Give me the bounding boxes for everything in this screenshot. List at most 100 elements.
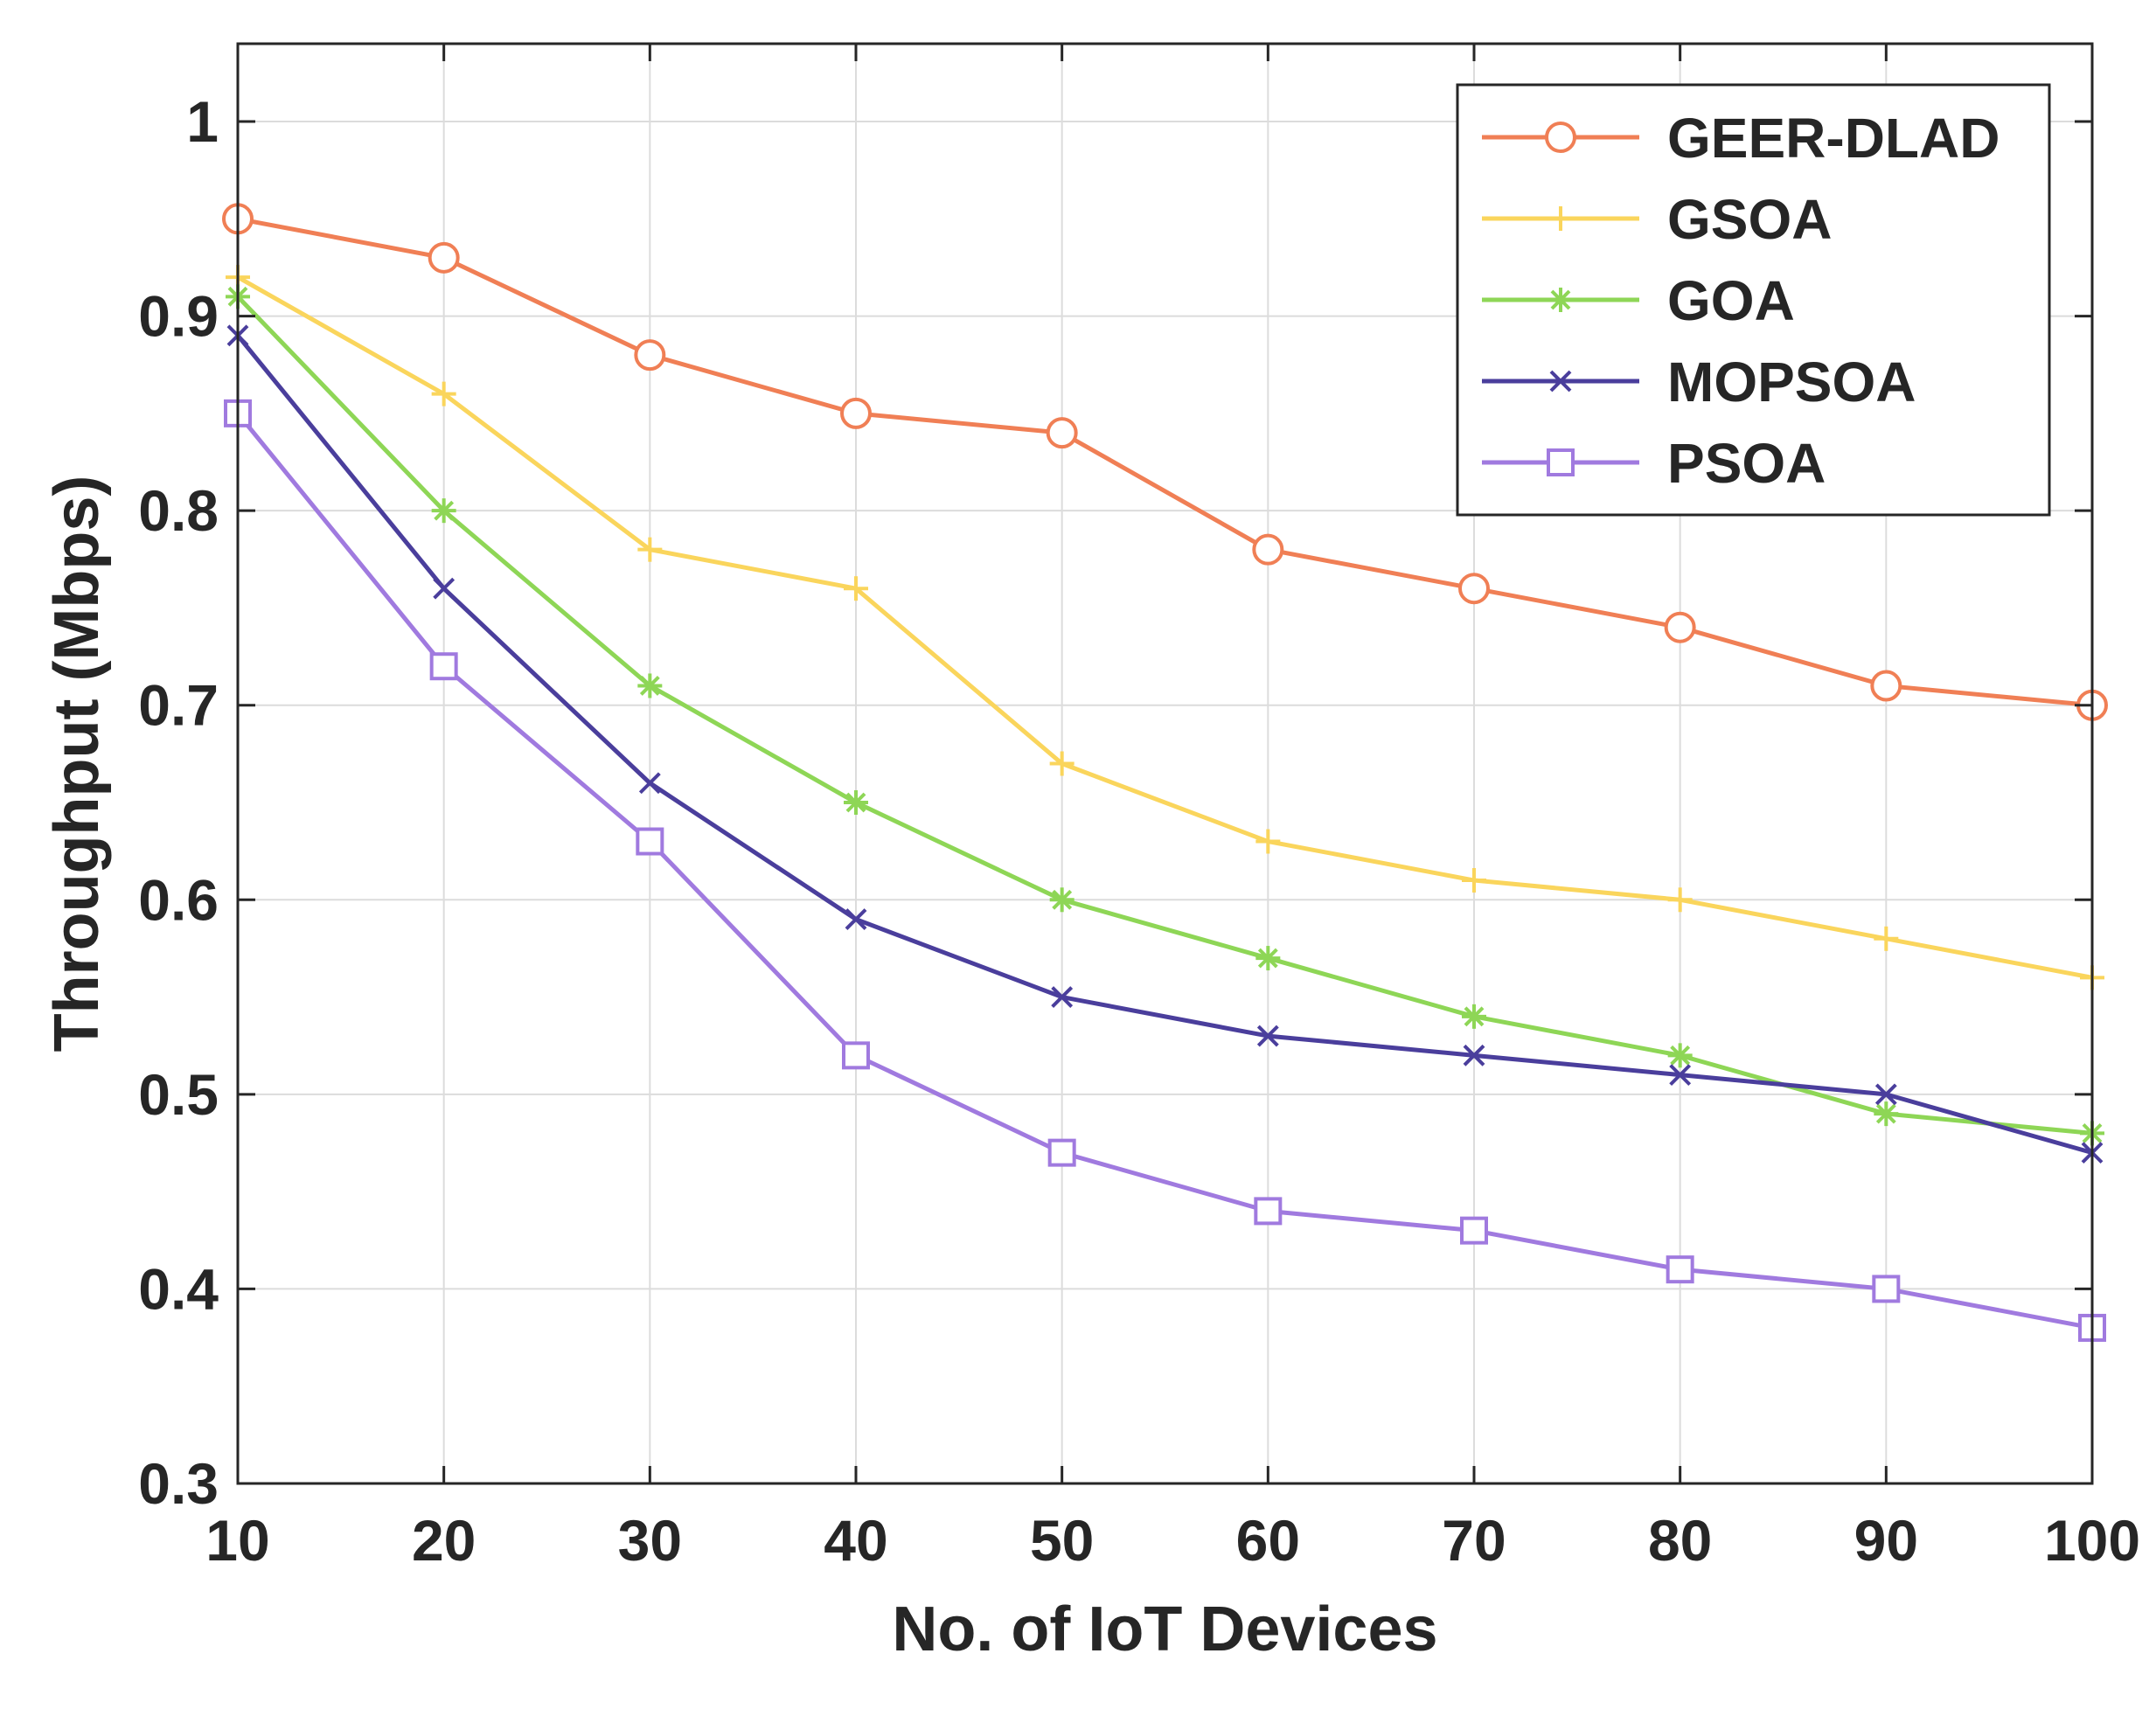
data-point-geer-dlad-80: [1664, 611, 1696, 643]
data-point-gsoa-80: [1667, 887, 1693, 913]
square-marker-shape: [1547, 448, 1575, 476]
series-line-psoa: [236, 412, 2093, 1330]
square-marker-shape: [1666, 1255, 1694, 1284]
data-point-mopsoa-80: [1669, 1064, 1692, 1087]
series-mopsoa: [226, 324, 2104, 1164]
data-point-mopsoa-90: [1874, 1083, 1897, 1106]
series-geer-dlad: [222, 203, 2108, 721]
x-marker-b: [1463, 1044, 1485, 1066]
y-tick-label: 0.9: [138, 284, 219, 349]
square-marker-shape: [1872, 1275, 1901, 1303]
y-tick-label: 0.3: [138, 1451, 219, 1516]
series-line-gsoa: [236, 274, 2093, 980]
data-point-goa-70: [1462, 1004, 1486, 1029]
legend-marker-geer-dlad: [1545, 122, 1576, 153]
data-point-mopsoa-50: [1051, 986, 1074, 1008]
legend-label-psoa: PSOA: [1667, 432, 1826, 495]
legend-item-geer-dlad: GEER-DLAD: [1482, 107, 2000, 170]
data-point-psoa-30: [636, 827, 664, 856]
legend-label-geer-dlad: GEER-DLAD: [1667, 107, 2000, 170]
data-point-goa-90: [1874, 1101, 1899, 1127]
y-tick-label: 0.8: [138, 478, 219, 543]
data-point-goa-40: [844, 790, 868, 816]
data-point-psoa-70: [1460, 1216, 1488, 1245]
circle-marker-shape: [1252, 533, 1284, 566]
x-tick-label: 50: [1030, 1508, 1094, 1573]
data-point-gsoa-40: [844, 576, 868, 601]
legend-label-gsoa: GSOA: [1667, 188, 1832, 251]
legend-marker-goa: [1548, 288, 1573, 312]
x-tick-label: 70: [1442, 1508, 1506, 1573]
series-line-mopsoa: [236, 334, 2093, 1156]
data-point-gsoa-60: [1255, 829, 1281, 854]
data-point-geer-dlad-60: [1252, 533, 1284, 566]
legend: GEER-DLAD GSOA GOA MOPSOA PSOA: [1456, 83, 2051, 517]
x-marker-b: [638, 772, 661, 795]
legend-marker-gsoa: [1548, 206, 1573, 231]
series-line-geer-dlad: [237, 216, 2093, 708]
data-point-geer-dlad-90: [1870, 670, 1902, 702]
y-tick-label: 0.5: [138, 1062, 219, 1127]
square-marker-shape: [1047, 1138, 1076, 1167]
y-tick-label: 1: [186, 89, 219, 154]
data-point-gsoa-30: [637, 537, 663, 562]
legend-item-goa: GOA: [1482, 269, 1795, 332]
axes: [236, 42, 2094, 1485]
data-point-geer-dlad-50: [1046, 417, 1078, 449]
legend-label-mopsoa: MOPSOA: [1667, 351, 1916, 413]
legend-marker-psoa: [1547, 448, 1575, 476]
x-tick-label: 60: [1236, 1508, 1300, 1573]
legend-item-mopsoa: MOPSOA: [1482, 351, 1916, 413]
data-point-psoa-90: [1872, 1275, 1901, 1303]
asterisk-marker-b: [1550, 289, 1571, 310]
y-tick-label: 0.7: [138, 673, 219, 738]
square-marker-shape: [429, 652, 458, 681]
x-marker-b: [1256, 1025, 1279, 1047]
data-point-mopsoa-30: [638, 772, 661, 795]
x-marker-b: [433, 577, 456, 600]
data-point-gsoa-90: [1874, 926, 1899, 951]
square-marker-shape: [1254, 1197, 1283, 1226]
data-point-gsoa-20: [431, 381, 456, 406]
x-marker-b: [1874, 1083, 1897, 1106]
x-tick-label: 30: [618, 1508, 682, 1573]
data-point-mopsoa-20: [433, 577, 456, 600]
data-point-psoa-20: [429, 652, 458, 681]
legend-marker-mopsoa: [1549, 370, 1572, 393]
x-marker-b: [1669, 1064, 1692, 1087]
data-point-psoa-80: [1666, 1255, 1694, 1284]
data-point-psoa-40: [842, 1041, 870, 1070]
data-point-gsoa-70: [1462, 868, 1486, 893]
circle-marker-shape: [634, 339, 666, 372]
data-point-goa-60: [1255, 946, 1281, 971]
data-point-psoa-50: [1047, 1138, 1076, 1167]
asterisk-marker-b: [1464, 1006, 1485, 1027]
data-point-mopsoa-40: [845, 908, 867, 930]
circle-marker-shape: [1545, 122, 1576, 153]
legend-label-goa: GOA: [1667, 269, 1795, 332]
asterisk-marker-b: [639, 676, 660, 696]
data-point-psoa-60: [1254, 1197, 1283, 1226]
data-point-geer-dlad-30: [634, 339, 666, 372]
circle-marker-shape: [840, 397, 872, 429]
y-tick-label: 0.4: [138, 1256, 219, 1321]
x-axis-title: No. of IoT Devices: [892, 1594, 1437, 1664]
x-tick-label: 10: [205, 1508, 269, 1573]
circle-marker-shape: [1458, 573, 1490, 605]
data-point-goa-20: [431, 498, 456, 524]
x-marker-b: [845, 908, 867, 930]
square-marker-shape: [1460, 1216, 1488, 1245]
data-point-goa-50: [1049, 887, 1075, 913]
asterisk-marker-b: [434, 500, 455, 521]
asterisk-marker-b: [1670, 1045, 1691, 1066]
x-tick-label: 20: [412, 1508, 476, 1573]
data-point-goa-30: [637, 673, 663, 698]
x-tick-label: 40: [824, 1508, 887, 1573]
data-point-mopsoa-70: [1463, 1044, 1485, 1066]
data-point-mopsoa-60: [1256, 1025, 1279, 1047]
data-point-geer-dlad-20: [428, 241, 460, 274]
circle-marker-shape: [1870, 670, 1902, 702]
x-tick-label: 80: [1648, 1508, 1712, 1573]
